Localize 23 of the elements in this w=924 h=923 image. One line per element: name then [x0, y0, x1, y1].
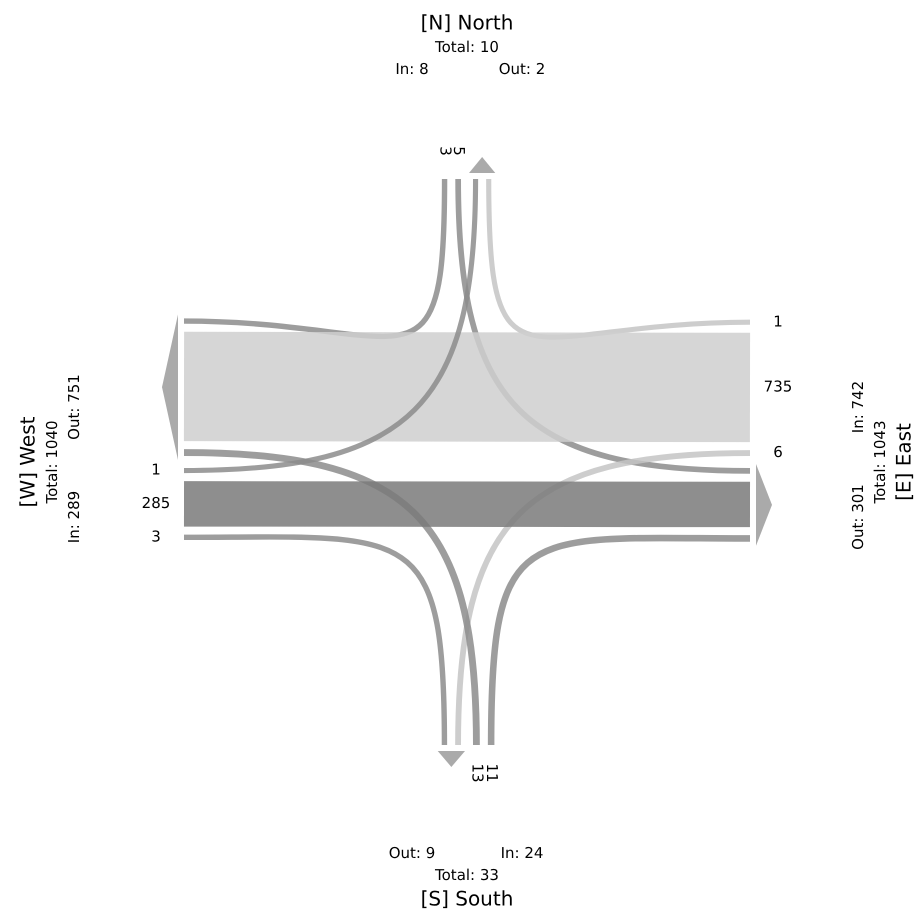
- data-label: 1: [773, 312, 783, 330]
- text: Total: 33: [434, 866, 499, 884]
- text: Out: 9: [388, 844, 436, 862]
- text: Out: 751: [65, 374, 84, 440]
- text: In: 289: [65, 490, 84, 544]
- data-label: 1: [151, 460, 161, 479]
- category-label: [S] South: [420, 886, 514, 910]
- text: Total: 10: [434, 38, 499, 56]
- data-label: 3: [151, 527, 161, 546]
- text: Total: 1043: [871, 420, 890, 505]
- data-label: 735: [764, 378, 792, 396]
- category-label: [E] East: [891, 422, 916, 501]
- category-label: [W] West: [15, 416, 40, 508]
- data-label: 6: [773, 443, 783, 462]
- text: In: 8: [395, 60, 429, 78]
- text: In: 742: [849, 380, 868, 434]
- text: In: 24: [500, 844, 544, 862]
- text: Out: 301: [849, 484, 868, 550]
- data-label: 285: [142, 494, 170, 512]
- text: Total: 1040: [43, 420, 62, 505]
- category-label: [N] North: [420, 10, 514, 34]
- text: Out: 2: [498, 60, 546, 78]
- data-label: 3: [436, 146, 454, 156]
